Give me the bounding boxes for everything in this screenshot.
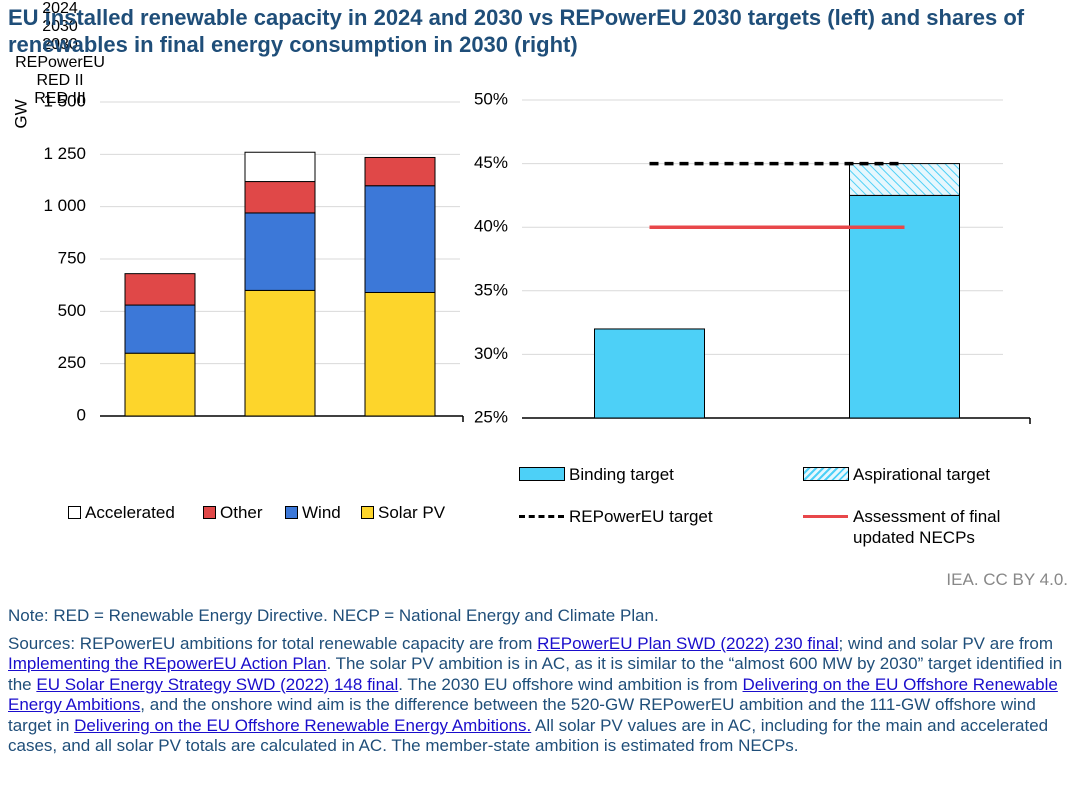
legend-swatch: [519, 467, 565, 481]
chart-title: EU installed renewable capacity in 2024 …: [8, 5, 1025, 57]
notes: Note: RED = Renewable Energy Directive. …: [8, 606, 1074, 757]
source-link[interactable]: Delivering on the EU Offshore Renewable …: [74, 715, 532, 735]
y-axis-label: GW: [11, 99, 30, 128]
legend-swatch: [803, 515, 848, 518]
bar: [364, 291, 436, 417]
legend-label: Aspirational target: [853, 465, 991, 484]
source-text: All solar PV values are in AC, including…: [8, 715, 1049, 756]
y-tick-label: 750: [58, 248, 86, 267]
legend-label: Other: [220, 503, 263, 522]
bar: [244, 212, 316, 291]
bar: [364, 185, 436, 293]
legend-swatch: [803, 467, 849, 481]
legend-label: Binding target: [569, 465, 674, 484]
x-tick-label: 2024: [42, 0, 78, 17]
bar: [124, 352, 196, 417]
charts: 0 250 500 750 1 000 1 250 1 500 GW 25% 30% 35% 40% 4…: [11, 89, 1031, 426]
legend-swatch: [361, 506, 374, 519]
y-tick-label: 25%: [474, 407, 508, 426]
legend-swatch: [68, 506, 81, 519]
legend-label: Assessment of final updated NECPs: [853, 507, 1001, 547]
legend-label: Accelerated: [85, 503, 175, 522]
source-link[interactable]: REPowerEU Plan SWD (2022) 230 final: [537, 633, 839, 653]
sources: Sources: REPowerEU ambitions for total r…: [8, 634, 1074, 757]
y-tick-label: 250: [58, 353, 86, 372]
y-tick-label: 1 500: [43, 91, 86, 110]
y-tick-label: 45%: [474, 153, 508, 172]
source-text: ; wind and solar PV are from: [838, 633, 1054, 653]
y-tick-label: 1 250: [43, 144, 86, 163]
x-tick-label: RED III: [34, 90, 86, 107]
y-tick-label: 35%: [474, 280, 508, 299]
bar: [244, 181, 316, 214]
legend-swatch: [519, 515, 564, 518]
credit: IEA. CC BY 4.0.: [946, 570, 1068, 589]
bar: [594, 328, 705, 419]
legend-swatch: [285, 506, 298, 519]
source-link[interactable]: Delivering on the EU Offshore Renewable …: [8, 674, 1058, 715]
source-text: . The solar PV ambition is in AC, as it …: [8, 654, 1063, 694]
legend-swatch: [203, 506, 216, 519]
source-link[interactable]: EU Solar Energy Strategy SWD (2022) 148 …: [36, 674, 399, 694]
legend-label: REPowerEU target: [569, 507, 713, 526]
y-tick-label: 50%: [474, 89, 508, 108]
bar: [244, 289, 316, 417]
source-text: Sources: REPowerEU ambitions for total r…: [8, 633, 538, 653]
legend-label: Wind: [302, 503, 341, 522]
x-tick-label: 2030 REPowerEU: [15, 36, 105, 71]
y-tick-label: 1 000: [43, 196, 86, 215]
source-text: . The 2030 EU offshore wind ambition is …: [398, 674, 743, 694]
x-tick-label: RED II: [36, 72, 84, 89]
y-tick-label: 40%: [474, 217, 508, 236]
y-tick-label: 0: [77, 405, 86, 424]
y-tick-label: 30%: [474, 344, 508, 363]
bar: [124, 273, 196, 306]
note: Note: RED = Renewable Energy Directive. …: [8, 606, 659, 625]
bar: [124, 304, 196, 354]
bar: [849, 194, 960, 419]
source-link[interactable]: Implementing the REpowerEU Action Plan: [8, 654, 327, 673]
x-tick-label: 2030: [42, 18, 78, 35]
bar: [364, 156, 436, 187]
bar: [849, 163, 960, 196]
y-tick-label: 500: [58, 301, 86, 320]
legend-label: Solar PV: [378, 503, 446, 522]
bar: [244, 151, 316, 183]
source-text: , and the onshore wind aim is the differ…: [8, 695, 1036, 735]
